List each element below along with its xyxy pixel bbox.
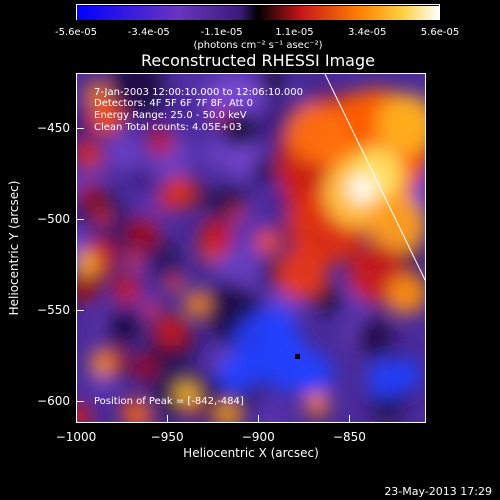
heatmap-image — [77, 74, 425, 422]
colorbar — [76, 4, 440, 20]
y-tick-mark — [76, 218, 84, 220]
chart-title: Reconstructed RHESSI Image — [141, 51, 375, 70]
x-tick-mark — [258, 415, 260, 423]
y-tick-label: −600 — [37, 394, 70, 409]
limb-line — [324, 74, 425, 282]
x-tick-mark — [349, 415, 351, 423]
info-clean: Clean Total counts: 4.05E+03 — [94, 122, 242, 133]
colorbar-gradient — [77, 6, 439, 20]
x-tick-label: −900 — [241, 430, 275, 444]
info-time: 7-Jan-2003 12:00:10.000 to 12:06:10.000 — [94, 87, 303, 98]
x-tick-label: −1000 — [55, 430, 97, 444]
x-tick-label: −850 — [332, 430, 366, 444]
plot-area: 7-Jan-2003 12:00:10.000 to 12:06:10.000 … — [76, 73, 426, 423]
y-tick-mark — [76, 127, 84, 129]
colorbar-tick-label: 3.4e-05 — [347, 27, 387, 38]
peak-position-label: Position of Peak = [-842,-484] — [94, 396, 244, 407]
y-tick-label: −550 — [37, 302, 70, 317]
x-tick-label: −950 — [150, 430, 184, 444]
peak-marker — [295, 354, 300, 359]
info-energy: Energy Range: 25.0 - 50.0 keV — [94, 110, 247, 121]
y-tick-mark — [76, 401, 84, 403]
info-detectors: Detectors: 4F 5F 6F 7F 8F, Att 0 — [94, 98, 254, 109]
colorbar-tick-label: 1.1e-05 — [275, 27, 314, 38]
y-tick-mark — [76, 309, 84, 311]
x-tick-mark — [76, 415, 77, 423]
colorbar-tick-label: -3.4e-05 — [127, 27, 170, 38]
colorbar-unit: (photons cm⁻² s⁻¹ asec⁻²) — [193, 40, 323, 51]
colorbar-tick-label: -1.1e-05 — [200, 27, 243, 38]
colorbar-tick-label: 5.6e-05 — [420, 27, 460, 38]
x-tick-mark — [167, 415, 169, 423]
x-axis-label: Heliocentric X (arcsec) — [183, 446, 319, 460]
y-tick-label: −500 — [37, 211, 70, 226]
colorbar-tick-label: -5.6e-05 — [55, 27, 97, 38]
y-tick-label: −450 — [37, 120, 70, 135]
y-axis-label: Heliocentric Y (arcsec) — [7, 180, 21, 316]
timestamp: 23-May-2013 17:29 — [384, 485, 492, 498]
